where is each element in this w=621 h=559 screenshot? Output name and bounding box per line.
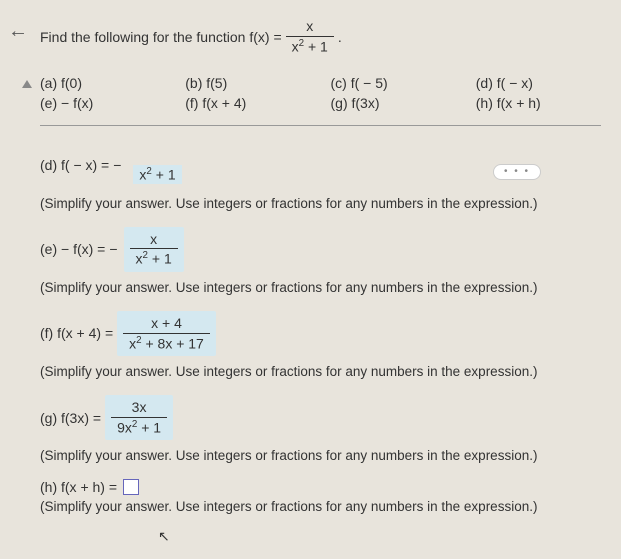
answer-h-input[interactable]	[123, 479, 139, 495]
question-header: Find the following for the function f(x)…	[40, 18, 601, 55]
answer-e-line: (e) − f(x) = − x x2 + 1	[40, 227, 601, 272]
function-fraction: x x2 + 1	[286, 18, 334, 55]
period: .	[338, 29, 342, 45]
answer-e-neg: −	[109, 241, 117, 257]
answer-g-block: (g) f(3x) = 3x 9x2 + 1	[40, 395, 601, 440]
cursor-icon: ↖	[158, 528, 170, 545]
answer-e-label: (e) − f(x) =	[40, 241, 105, 257]
note-e: (Simplify your answer. Use integers or f…	[40, 280, 601, 295]
answer-g-den: 9x2 + 1	[111, 418, 167, 436]
answer-h-block: (h) f(x + h) =	[40, 479, 601, 495]
part-a: (a) f(0)	[40, 75, 165, 91]
answer-e-block: (e) − f(x) = − x x2 + 1	[40, 227, 601, 272]
answer-e-num: x	[130, 231, 178, 250]
answer-d-den: x2 + 1	[133, 165, 181, 183]
part-c: (c) f( − 5)	[331, 75, 456, 91]
prompt-text: Find the following for the function f(x)…	[40, 29, 282, 45]
part-e: (e) − f(x)	[40, 95, 165, 111]
part-g: (g) f(3x)	[331, 95, 456, 111]
answer-d-label: (d) f( − x) =	[40, 157, 109, 173]
answer-f-value: x + 4 x2 + 8x + 17	[117, 311, 216, 356]
answer-g-num: 3x	[111, 399, 167, 418]
answer-g-value: 3x 9x2 + 1	[105, 395, 173, 440]
scroll-up-indicator[interactable]	[22, 80, 32, 88]
answer-f-line: (f) f(x + 4) = x + 4 x2 + 8x + 17	[40, 311, 601, 356]
frac-denominator: x2 + 1	[286, 37, 334, 55]
answer-d-neg: −	[113, 157, 121, 173]
answer-f-den: x2 + 8x + 17	[123, 334, 210, 352]
note-h: (Simplify your answer. Use integers or f…	[40, 499, 601, 514]
answer-e-den: x2 + 1	[130, 249, 178, 267]
more-options-pill[interactable]: • • •	[493, 164, 541, 180]
note-g: (Simplify your answer. Use integers or f…	[40, 448, 601, 463]
note-d: (Simplify your answer. Use integers or f…	[40, 196, 601, 211]
part-b: (b) f(5)	[185, 75, 310, 91]
parts-list: (a) f(0) (b) f(5) (c) f( − 5) (d) f( − x…	[40, 75, 601, 111]
part-d: (d) f( − x)	[476, 75, 601, 91]
answer-h-line: (h) f(x + h) =	[40, 479, 601, 495]
answer-g-label: (g) f(3x) =	[40, 410, 101, 426]
main-content: Find the following for the function f(x)…	[0, 0, 621, 532]
answer-e-value: x x2 + 1	[124, 227, 184, 272]
section-divider	[40, 125, 601, 126]
note-f: (Simplify your answer. Use integers or f…	[40, 364, 601, 379]
answer-h-label: (h) f(x + h) =	[40, 479, 117, 495]
part-f: (f) f(x + 4)	[185, 95, 310, 111]
answer-f-block: (f) f(x + 4) = x + 4 x2 + 8x + 17	[40, 311, 601, 356]
back-arrow-icon[interactable]: ←	[8, 20, 28, 43]
answer-g-line: (g) f(3x) = 3x 9x2 + 1	[40, 395, 601, 440]
answer-f-label: (f) f(x + 4) =	[40, 325, 113, 341]
answer-d-value: x x2 + 1	[127, 142, 187, 187]
part-h: (h) f(x + h)	[476, 95, 601, 111]
frac-numerator: x	[286, 18, 334, 37]
answer-f-num: x + 4	[123, 315, 210, 334]
